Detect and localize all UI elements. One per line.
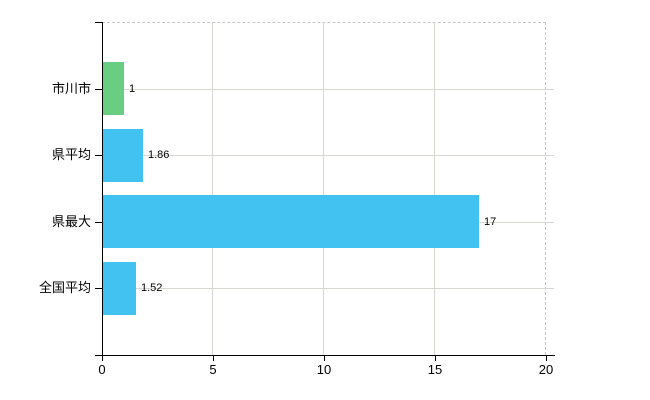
h-gridline <box>102 288 554 289</box>
v-gridline <box>212 22 213 355</box>
plot-right-border <box>545 22 546 355</box>
y-tick <box>95 288 102 289</box>
y-tick <box>95 22 102 23</box>
plot-area: 1 1.86 17 1.52 <box>102 22 554 355</box>
category-label: 市川市 <box>51 81 91 96</box>
bar <box>102 195 479 248</box>
value-label: 17 <box>484 216 497 228</box>
value-label: 1 <box>129 83 136 95</box>
h-gridline <box>102 155 554 156</box>
value-label: 1.52 <box>141 282 163 294</box>
h-gridline <box>102 89 554 90</box>
y-tick <box>95 89 102 90</box>
v-gridline <box>323 22 324 355</box>
y-axis <box>102 22 103 355</box>
y-tick <box>95 155 102 156</box>
x-tick-label: 15 <box>427 362 443 377</box>
x-tick-label: 10 <box>316 362 332 377</box>
x-axis <box>95 355 555 356</box>
bar <box>102 129 143 182</box>
v-gridline <box>434 22 435 355</box>
x-tick <box>435 355 436 361</box>
value-label: 1.86 <box>148 149 170 161</box>
x-tick <box>102 355 103 361</box>
category-label: 県平均 <box>51 147 91 162</box>
plot-top-border <box>102 22 546 23</box>
x-tick-label: 20 <box>538 362 554 377</box>
y-tick <box>95 222 102 223</box>
x-tick <box>546 355 547 361</box>
x-tick-label: 5 <box>209 362 217 377</box>
x-tick-label: 0 <box>98 362 106 377</box>
category-label: 県最大 <box>51 214 91 229</box>
x-tick <box>324 355 325 361</box>
category-label: 全国平均 <box>38 280 91 295</box>
bar <box>102 62 124 115</box>
bar <box>102 262 136 315</box>
x-tick <box>213 355 214 361</box>
